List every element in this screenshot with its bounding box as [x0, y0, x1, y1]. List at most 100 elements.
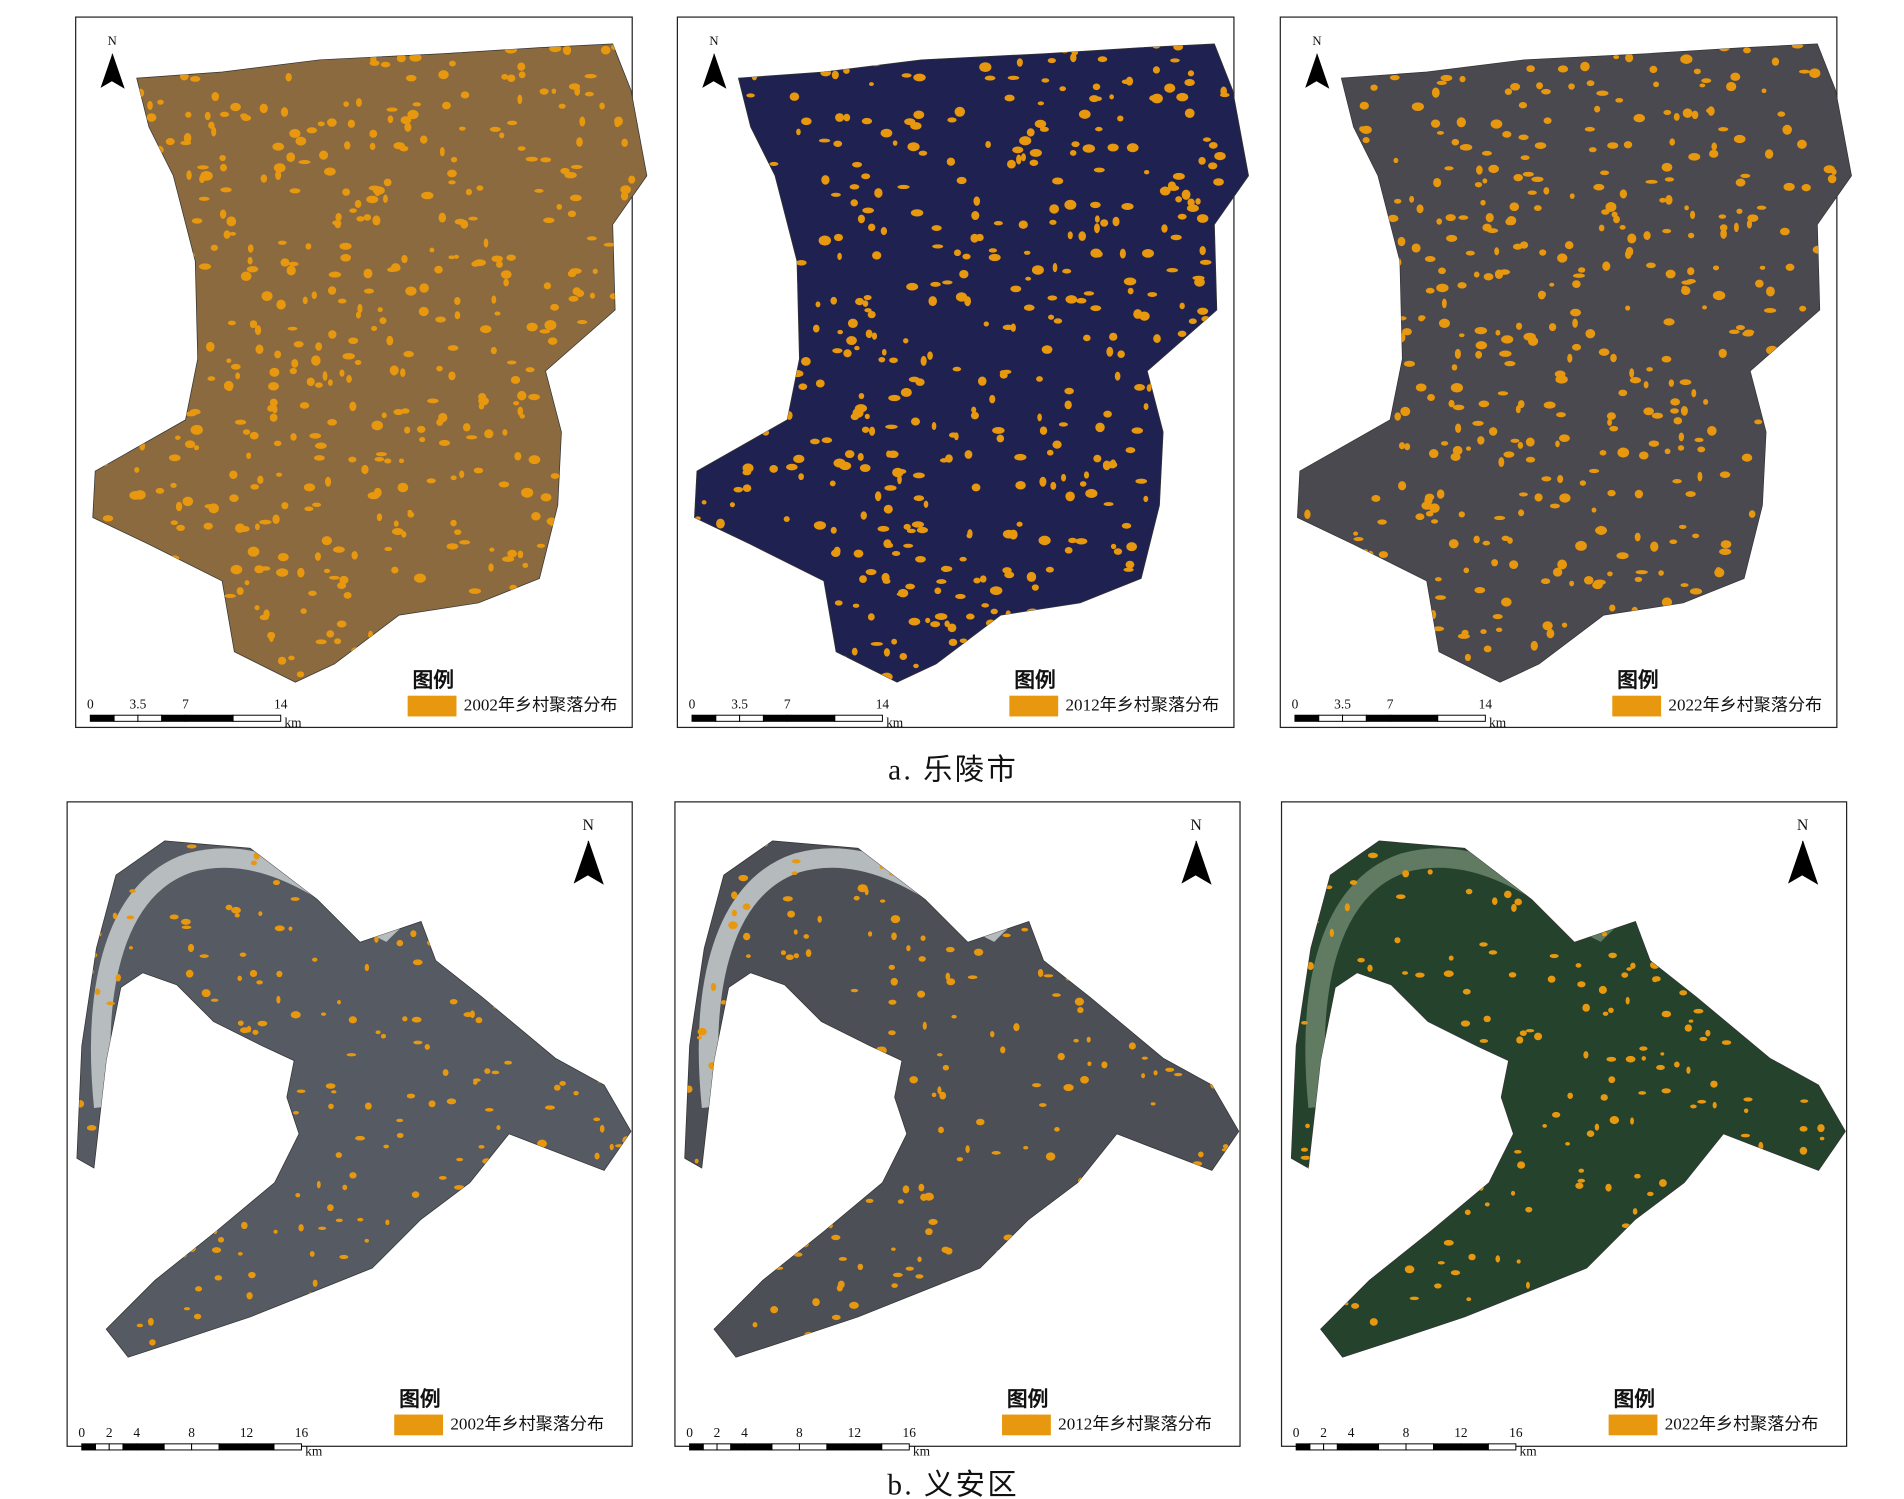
settlement-patch: [195, 1286, 203, 1292]
scale-label: 16: [903, 1425, 917, 1440]
settlement-patch: [311, 355, 321, 366]
settlement-patch: [1103, 410, 1112, 418]
settlement-patch: [1616, 552, 1629, 560]
settlement-patch: [1090, 305, 1102, 312]
settlement-patch: [599, 102, 605, 110]
settlement-patch: [396, 939, 404, 947]
settlement-patch: [412, 102, 422, 107]
settlement-patch: [293, 1111, 299, 1115]
settlement-patch: [403, 350, 414, 358]
settlement-patch: [1660, 1052, 1665, 1056]
settlement-patch: [364, 1238, 369, 1243]
settlement-patch: [1486, 228, 1499, 234]
settlement-patch: [313, 455, 325, 461]
settlement-patch: [830, 526, 837, 534]
settlement-patch: [981, 603, 990, 608]
settlement-patch: [448, 371, 456, 381]
settlement-patch: [525, 367, 535, 373]
settlement-patch: [1588, 147, 1597, 153]
settlement-patch: [180, 140, 192, 146]
settlement-patch: [254, 523, 260, 531]
settlement-patch: [1577, 981, 1586, 988]
settlement-patch: [343, 591, 352, 599]
settlement-patch: [1396, 894, 1406, 900]
settlement-patch: [540, 493, 552, 502]
settlement-patch: [324, 167, 336, 176]
settlement-patch: [1685, 491, 1696, 497]
settlement-patch: [971, 406, 977, 414]
settlement-patch: [1353, 531, 1359, 536]
settlement-patch: [1440, 74, 1453, 82]
settlement-patch: [204, 111, 211, 121]
settlement-patch: [1702, 305, 1707, 310]
settlement-patch: [979, 575, 987, 583]
legend-item: 2012年乡村聚落分布: [1058, 1414, 1212, 1433]
settlement-patch: [250, 860, 257, 866]
settlement-patch: [867, 613, 875, 621]
settlement-patch: [1609, 1116, 1620, 1125]
settlement-patch: [1519, 241, 1529, 249]
scale-label: 7: [182, 697, 189, 712]
settlement-patch: [470, 1010, 475, 1019]
settlement-patch: [1519, 1030, 1527, 1036]
settlement-patch: [830, 192, 841, 197]
settlement-patch: [407, 509, 413, 514]
settlement-patch: [1580, 61, 1590, 72]
settlement-patch: [1617, 447, 1630, 458]
scale-segment: [246, 1443, 275, 1451]
settlement-patch: [1159, 186, 1171, 196]
settlement-patch: [193, 1313, 202, 1320]
settlement-patch: [400, 116, 412, 125]
scale-segment: [232, 714, 282, 722]
settlement-patch: [1651, 412, 1664, 419]
settlement-patch: [273, 163, 286, 173]
settlement-patch: [1669, 138, 1676, 146]
settlement-patch: [1759, 265, 1766, 270]
settlement-patch: [1143, 495, 1149, 503]
scale-segment: [730, 1443, 745, 1451]
north-arrow-left: [100, 53, 113, 88]
settlement-patch: [277, 656, 287, 665]
settlement-patch: [556, 203, 563, 210]
settlement-patch: [860, 511, 867, 520]
settlement-patch: [1595, 525, 1607, 535]
settlement-patch: [1710, 1080, 1718, 1088]
settlement-patch: [1513, 174, 1523, 182]
settlement-patch: [1179, 302, 1185, 310]
settlement-patch: [1351, 1303, 1360, 1309]
settlement-patch: [1549, 282, 1555, 287]
scale-unit: km: [913, 1443, 931, 1458]
settlement-patch: [833, 140, 843, 147]
settlement-patch: [1443, 1239, 1454, 1246]
settlement-patch: [315, 442, 327, 449]
settlement-patch: [246, 266, 259, 273]
settlement-patch: [620, 185, 631, 195]
settlement-patch: [855, 297, 865, 306]
settlement-patch: [259, 103, 268, 114]
settlement-patch: [889, 357, 898, 364]
settlement-patch: [990, 608, 998, 615]
settlement-patch: [276, 995, 281, 1004]
settlement-patch: [1514, 898, 1522, 906]
settlement-patch: [312, 502, 322, 507]
settlement-patch: [231, 906, 241, 914]
settlement-patch: [1451, 138, 1460, 146]
settlement-patch: [844, 450, 855, 459]
settlement-patch: [1057, 1052, 1065, 1061]
settlement-patch: [1092, 83, 1101, 91]
settlement-patch: [916, 526, 929, 534]
settlement-patch: [447, 345, 459, 351]
settlement-patch: [170, 520, 178, 526]
settlement-patch: [868, 223, 876, 232]
settlement-patch: [1019, 136, 1032, 146]
settlement-patch: [1641, 1056, 1646, 1061]
settlement-patch: [248, 1271, 256, 1279]
scale-segment: [113, 714, 139, 722]
scale-segment: [689, 1443, 704, 1451]
settlement-patch: [349, 1172, 357, 1179]
settlement-patch: [450, 519, 457, 527]
legend-swatch: [407, 695, 457, 717]
settlement-patch: [247, 256, 253, 265]
section-caption: a. 乐陵市: [888, 753, 1018, 786]
settlement-patch: [287, 326, 298, 331]
